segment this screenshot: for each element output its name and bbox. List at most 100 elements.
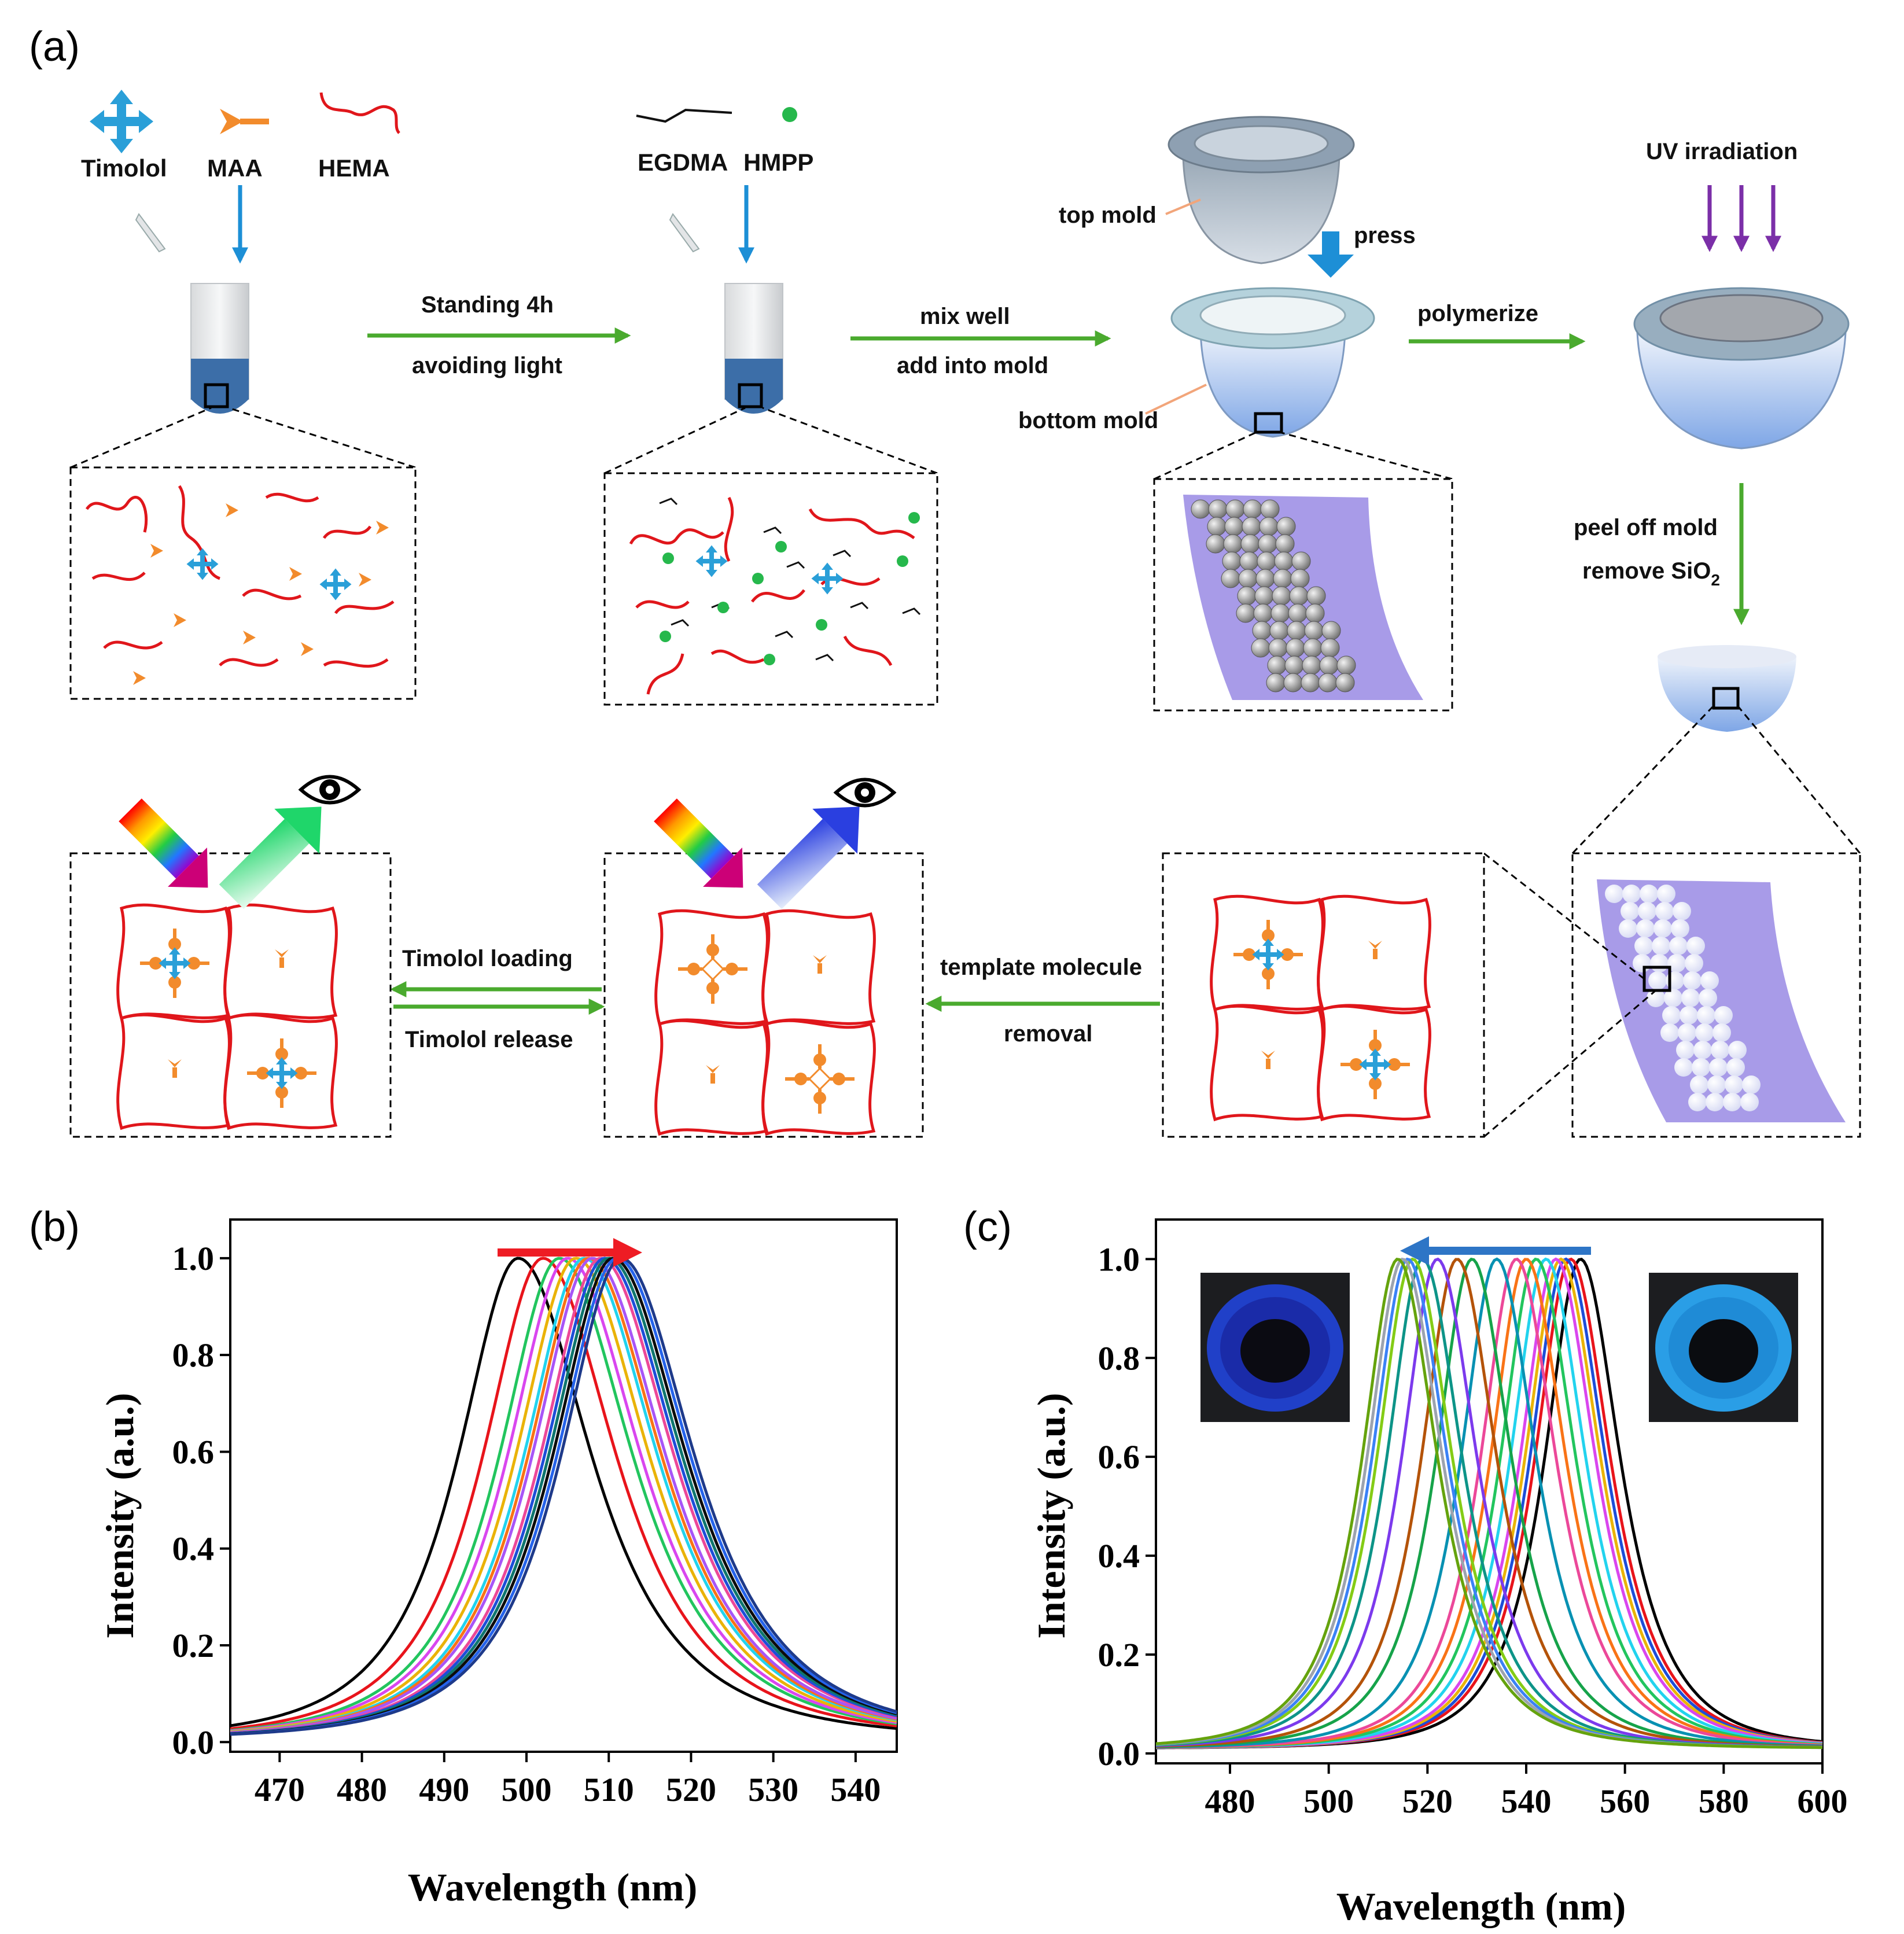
pore [1723,1093,1741,1111]
silica-sphere [1336,655,1356,675]
y-tick-label: 0.4 [1098,1537,1140,1575]
loaded-network [116,903,338,1130]
pore [1671,919,1689,938]
top-mold [1168,116,1355,264]
silica-sphere [1253,603,1273,623]
fabrication-scheme: (a) Timolol MAA HEMA [29,24,1861,1138]
y-tick-label: 1.0 [172,1240,215,1277]
silica-sphere [1268,638,1288,658]
spectrum-line-s5 [1155,1257,1823,1749]
spectrum-line-s2 [230,1257,897,1730]
spectrum-line-s11 [1155,1257,1822,1748]
y-tick-label: 0.0 [1098,1735,1140,1773]
monomer-mixture [85,485,395,668]
spectrum-line-s16 [1155,1257,1823,1749]
pore [1688,1093,1707,1111]
y-tick-label: 0.4 [172,1530,215,1568]
silica-sphere [1206,534,1225,554]
silica-sphere [1290,569,1310,588]
label-uv: UV irradiation [1646,139,1798,164]
y-tick-label: 0.0 [172,1723,215,1761]
step-timolol-release: Timolol release [405,1027,573,1052]
pore [1693,1041,1712,1059]
step-remove-sio2: remove SiO2 [1582,558,1720,589]
label-top-mold: top mold [1059,202,1157,228]
legend-egdma: EGDMA [638,149,728,176]
bottom-mold [1170,287,1375,438]
silica-sphere [1267,655,1287,675]
silica-sphere [1239,551,1259,571]
silica-sphere [1301,673,1320,692]
silica-sphere [1284,655,1304,675]
inverse-opal-pores [1605,885,1761,1111]
pore [1713,1023,1731,1042]
plot-frame [229,1218,898,1753]
zoom-box-loaded [69,852,392,1138]
pore [1652,937,1670,955]
pore [1636,919,1655,938]
spectrum-line-s14 [230,1257,897,1736]
pore [1676,1041,1695,1059]
pore [1619,919,1637,938]
pore [1726,1058,1745,1077]
step-add-into-mold: add into mold [897,353,1048,378]
spectrum-line-s6 [230,1257,897,1734]
spectrum-line-s9 [1156,1258,1823,1749]
x-tick-label: 490 [419,1771,469,1808]
pore [1714,1006,1733,1025]
spectrum-line-s15 [1155,1257,1823,1749]
x-tick-label: 480 [1205,1782,1255,1820]
spectrum-line-s2 [1156,1257,1823,1749]
silica-sphere [1302,655,1321,675]
template-timolol-2 [695,545,844,595]
step-timolol-loading: Timolol loading [402,946,573,971]
x-tick-label: 560 [1600,1782,1650,1820]
pore [1678,1023,1696,1042]
silica-sphere [1222,551,1242,571]
step-standing: Standing 4h [421,292,554,318]
spectrum-line-s1 [230,1257,897,1730]
pore [1634,937,1653,955]
light-in-arrow-1 [119,798,208,888]
egdma-icon [636,108,732,123]
silica-sphere [1238,569,1258,588]
silica-sphere [1208,499,1228,519]
pore [1692,1058,1710,1077]
silica-sphere [1207,517,1227,536]
pore [1622,885,1641,903]
pore [1697,1006,1715,1025]
y-tick-label: 0.8 [1098,1339,1140,1377]
silica-sphere [1289,586,1309,606]
pore [1695,1023,1714,1042]
silica-sphere [1251,638,1270,658]
silica-sphere [1242,517,1261,536]
silica-sphere [1286,638,1305,658]
monomer-maa-dots [133,503,389,685]
pore [1728,1041,1747,1059]
silica-sphere [1276,517,1296,536]
legend-hmpp: HMPP [743,149,813,176]
silica-sphere [1272,586,1291,606]
silica-sphere [1191,499,1210,519]
silica-sphere [1274,551,1294,571]
pore [1664,989,1682,1007]
label-bottom-mold: bottom mold [1018,408,1158,433]
maa-icon [220,109,269,134]
silica-sphere [1288,603,1308,623]
chart-c-ylabel: Intensity (a.u.) [1029,1393,1073,1638]
silica-sphere [1304,621,1324,640]
silica-sphere [1318,673,1338,692]
spectrum-line-s17 [1155,1257,1822,1749]
spectrum-line-s9 [230,1257,897,1735]
step-template-molecule: template molecule [940,955,1142,980]
spectrum-line-s12 [1155,1258,1823,1748]
pore [1674,1058,1693,1077]
pore [1605,885,1623,903]
pore [1683,971,1702,990]
spectrum-line-s5 [230,1257,897,1733]
silica-sphere [1237,586,1257,606]
hmpp-icon [782,107,797,122]
pore [1725,1075,1743,1094]
x-tick-label: 520 [666,1771,716,1808]
silica-sphere [1236,603,1255,623]
